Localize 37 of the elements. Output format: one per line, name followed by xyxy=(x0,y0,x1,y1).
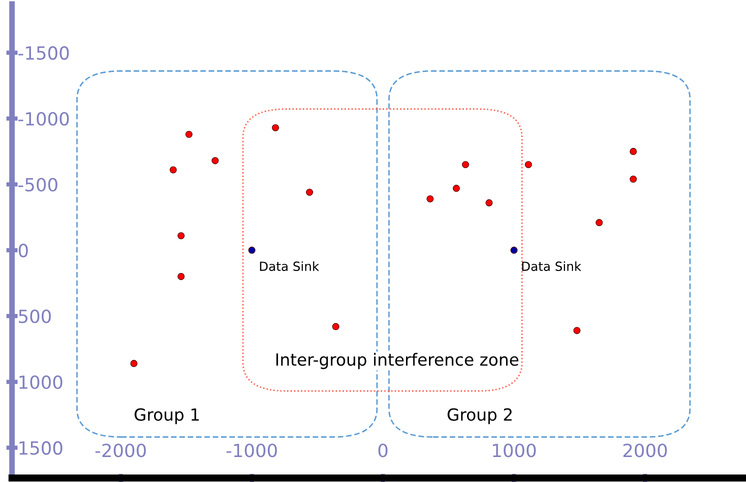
annotation: Group 2 xyxy=(448,408,512,424)
point xyxy=(630,148,637,156)
annotation: Data Sink xyxy=(260,261,320,272)
point xyxy=(596,219,603,226)
point xyxy=(332,323,340,330)
point xyxy=(272,124,279,132)
point xyxy=(306,188,314,196)
point xyxy=(510,246,518,254)
point xyxy=(170,166,177,174)
y-tick-label: 1500 xyxy=(20,441,62,455)
point xyxy=(130,360,138,367)
annotation: Group 1 xyxy=(134,408,199,424)
point xyxy=(573,326,580,334)
point xyxy=(524,161,532,168)
annotation: Data Sink xyxy=(522,261,582,272)
y-tick-label: -1500 xyxy=(18,46,69,60)
point xyxy=(178,232,185,240)
point xyxy=(462,161,470,168)
y-tick-label: 1000 xyxy=(20,375,62,389)
x-tick-label: -1000 xyxy=(226,444,277,458)
point xyxy=(212,157,219,164)
y-tick-label: 500 xyxy=(18,310,51,324)
x-tick-label: 0 xyxy=(378,444,388,458)
x-tick-label: 1000 xyxy=(493,444,536,458)
x-tick-label: -2000 xyxy=(95,444,146,458)
point xyxy=(178,273,185,280)
x-tick-label: 2000 xyxy=(623,444,667,458)
y-tick-label: -500 xyxy=(18,178,58,192)
point xyxy=(248,246,256,254)
point xyxy=(486,199,493,206)
point xyxy=(630,176,637,183)
point xyxy=(426,195,434,202)
annotation: Inter-group interference zone xyxy=(276,352,518,370)
point xyxy=(185,130,192,138)
y-tick-label: -1000 xyxy=(18,112,69,126)
y-tick-label: 0 xyxy=(18,244,28,258)
point xyxy=(452,184,460,192)
